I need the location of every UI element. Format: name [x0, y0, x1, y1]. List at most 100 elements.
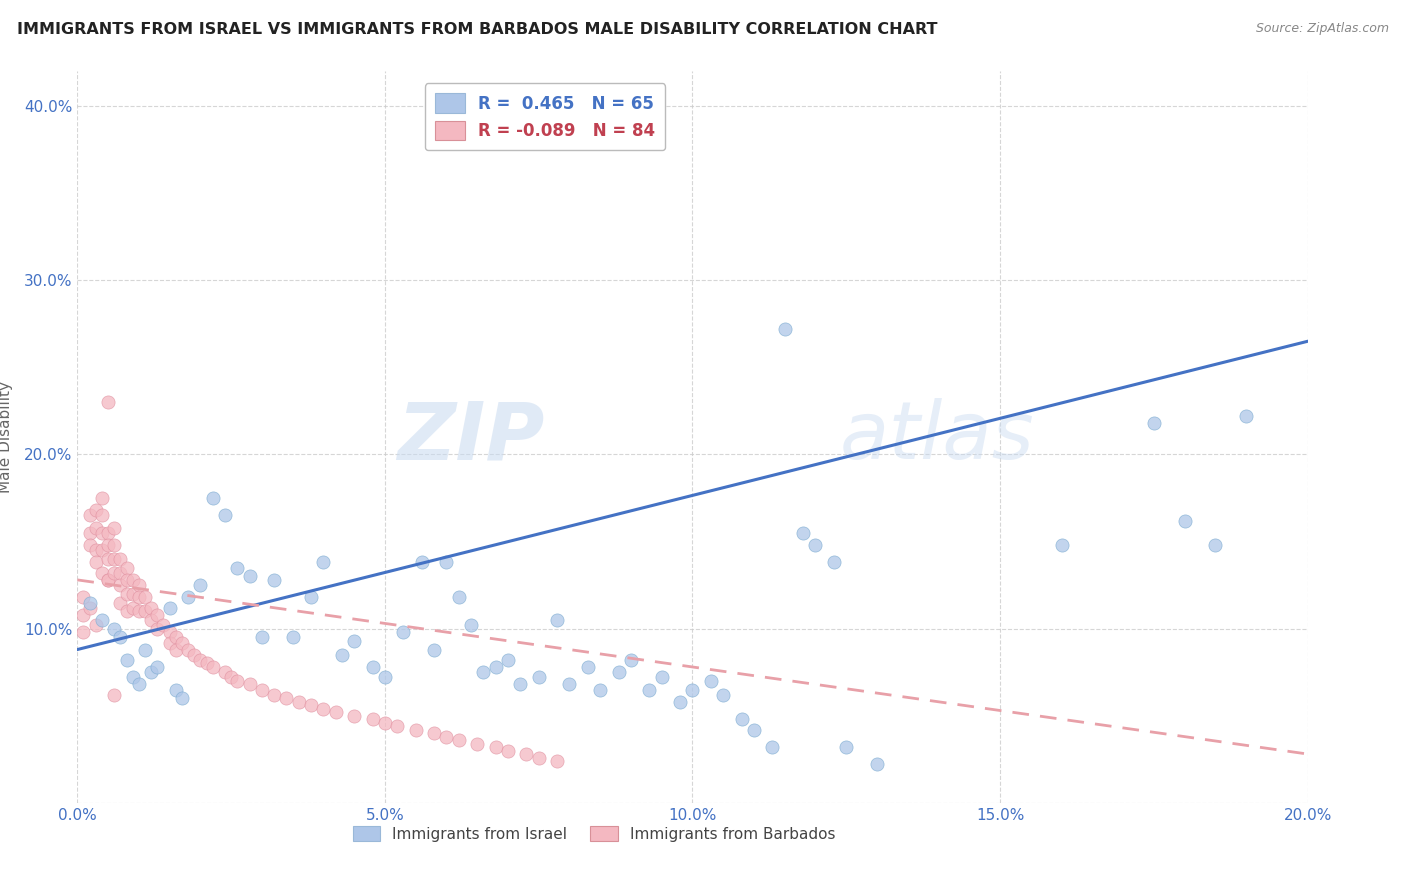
Point	[79, 508, 101, 523]
Point	[299, 698, 322, 713]
Text: ZIP: ZIP	[398, 398, 546, 476]
Point	[141, 665, 163, 680]
Point	[250, 631, 273, 645]
Point	[103, 521, 125, 535]
Point	[527, 750, 550, 764]
Point	[219, 670, 242, 684]
Point	[638, 682, 661, 697]
Point	[392, 625, 415, 640]
Point	[177, 591, 200, 605]
Point	[110, 578, 132, 592]
Point	[110, 595, 132, 609]
Point	[165, 682, 187, 697]
Point	[423, 726, 446, 740]
Point	[711, 688, 734, 702]
Point	[496, 653, 519, 667]
Point	[110, 631, 132, 645]
Point	[330, 648, 353, 662]
Point	[485, 740, 508, 755]
Text: Source: ZipAtlas.com: Source: ZipAtlas.com	[1256, 22, 1389, 36]
Point	[239, 677, 262, 691]
Point	[576, 660, 599, 674]
Point	[103, 622, 125, 636]
Point	[90, 613, 114, 627]
Point	[121, 587, 143, 601]
Point	[115, 604, 138, 618]
Point	[103, 538, 125, 552]
Point	[226, 560, 249, 574]
Point	[731, 712, 754, 726]
Point	[90, 525, 114, 540]
Point	[103, 688, 125, 702]
Point	[134, 591, 156, 605]
Point	[84, 618, 107, 632]
Point	[90, 543, 114, 558]
Point	[263, 688, 285, 702]
Point	[447, 733, 470, 747]
Point	[515, 747, 537, 761]
Point	[115, 560, 138, 574]
Point	[436, 556, 458, 570]
Point	[226, 673, 249, 688]
Point	[385, 719, 409, 733]
Point	[97, 395, 120, 409]
Point	[589, 682, 612, 697]
Point	[343, 708, 366, 723]
Point	[558, 677, 581, 691]
Point	[152, 618, 174, 632]
Point	[651, 670, 673, 684]
Point	[405, 723, 427, 737]
Point	[146, 607, 169, 622]
Point	[97, 525, 120, 540]
Point	[170, 635, 193, 649]
Point	[72, 591, 94, 605]
Point	[115, 573, 138, 587]
Point	[214, 665, 236, 680]
Point	[546, 613, 568, 627]
Point	[281, 631, 304, 645]
Point	[1143, 416, 1166, 430]
Point	[447, 591, 470, 605]
Point	[90, 508, 114, 523]
Point	[214, 508, 236, 523]
Point	[465, 737, 488, 751]
Point	[165, 642, 187, 657]
Point	[1234, 409, 1257, 424]
Point	[84, 503, 107, 517]
Point	[90, 491, 114, 505]
Point	[159, 600, 181, 615]
Point	[146, 660, 169, 674]
Point	[1050, 538, 1073, 552]
Point	[177, 642, 200, 657]
Text: IMMIGRANTS FROM ISRAEL VS IMMIGRANTS FROM BARBADOS MALE DISABILITY CORRELATION C: IMMIGRANTS FROM ISRAEL VS IMMIGRANTS FRO…	[17, 22, 938, 37]
Point	[620, 653, 643, 667]
Point	[165, 631, 187, 645]
Point	[423, 642, 446, 657]
Point	[527, 670, 550, 684]
Point	[682, 682, 704, 697]
Point	[472, 665, 495, 680]
Point	[115, 587, 138, 601]
Point	[201, 491, 224, 505]
Point	[792, 525, 814, 540]
Point	[312, 702, 335, 716]
Point	[239, 569, 262, 583]
Point	[343, 633, 366, 648]
Point	[773, 322, 796, 336]
Point	[288, 695, 311, 709]
Legend: Immigrants from Israel, Immigrants from Barbados: Immigrants from Israel, Immigrants from …	[346, 820, 842, 847]
Point	[436, 730, 458, 744]
Point	[496, 743, 519, 757]
Point	[79, 595, 101, 609]
Point	[312, 556, 335, 570]
Point	[823, 556, 845, 570]
Point	[97, 538, 120, 552]
Point	[700, 673, 723, 688]
Point	[299, 591, 322, 605]
Point	[141, 613, 163, 627]
Point	[835, 740, 858, 755]
Point	[72, 607, 94, 622]
Point	[361, 660, 384, 674]
Point	[361, 712, 384, 726]
Point	[804, 538, 827, 552]
